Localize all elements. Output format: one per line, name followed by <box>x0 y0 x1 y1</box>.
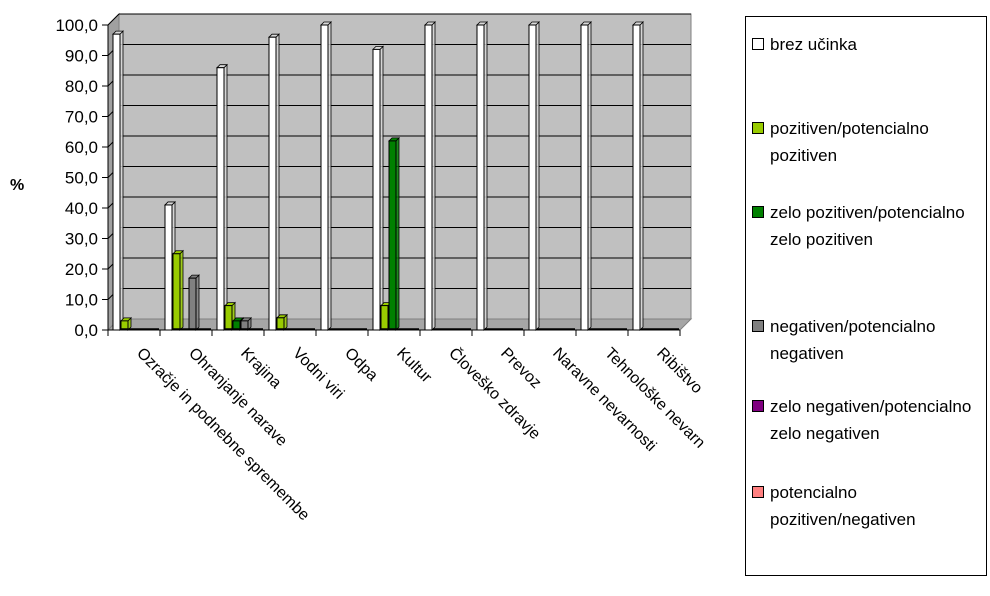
legend-swatch <box>752 320 764 332</box>
bar <box>112 33 121 331</box>
y-tick-label: 90,0 <box>65 47 98 66</box>
legend-label: zelo pozitiven/potencialno zelo pozitive… <box>770 203 965 249</box>
gridline <box>107 13 120 26</box>
legend-item: pozitiven/potencialno pozitiven <box>752 115 990 169</box>
legend-item: zelo negativen/potencialno zelo negative… <box>752 393 990 447</box>
x-tick-label: Tehnološke nevarn <box>601 345 708 452</box>
y-axis-label: % <box>10 177 24 194</box>
x-tick-label: Krajina <box>237 345 284 392</box>
legend-label: potencialno pozitiven/negativen <box>770 483 916 529</box>
bar <box>216 67 225 331</box>
legend-swatch <box>752 122 764 134</box>
x-tick-label: Ohranjanje narave <box>185 345 290 450</box>
bar <box>224 305 233 331</box>
y-tick-label: 60,0 <box>65 138 98 157</box>
legend-item: negativen/potencialno negativen <box>752 313 990 367</box>
legend-swatch <box>752 486 764 498</box>
y-tick-label: 50,0 <box>65 169 98 188</box>
y-tick-label: 80,0 <box>65 77 98 96</box>
legend-label: pozitiven/potencialno pozitiven <box>770 119 929 165</box>
bar <box>320 24 329 331</box>
x-tick-label: Prevoz <box>497 345 544 392</box>
legend-item: brez učinka <box>752 31 990 58</box>
legend-item: potencialno pozitiven/negativen <box>752 479 990 533</box>
bar <box>380 305 389 331</box>
y-tick-label: 70,0 <box>65 108 98 127</box>
bar <box>120 320 129 331</box>
x-tick-label: Človeško zdravje <box>445 343 545 443</box>
x-tick-label: Naravne nevarnosti <box>549 345 659 455</box>
bar <box>580 24 589 331</box>
y-tick-label: 40,0 <box>65 199 98 218</box>
legend-swatch <box>752 38 764 50</box>
bar <box>232 320 241 331</box>
x-tick-label: Ribištvo <box>653 345 705 397</box>
legend-swatch <box>752 400 764 412</box>
y-tick-label: 100,0 <box>55 16 98 35</box>
y-tick-label: 10,0 <box>65 291 98 310</box>
y-tick-label: 20,0 <box>65 260 98 279</box>
legend-label: brez učinka <box>770 35 857 54</box>
y-tick-label: 0,0 <box>74 321 98 340</box>
bar <box>528 24 537 331</box>
bar <box>372 48 381 331</box>
bar <box>268 36 277 331</box>
legend: brez učinka pozitiven/potencialno pozitiv… <box>745 16 987 576</box>
legend-label: zelo negativen/potencialno zelo negative… <box>770 397 972 443</box>
legend-label: negativen/potencialno negativen <box>770 317 936 363</box>
x-tick-label: Vodni viri <box>289 345 347 403</box>
y-tick-label: 30,0 <box>65 230 98 249</box>
legend-item: zelo pozitiven/potencialno zelo pozitive… <box>752 199 990 253</box>
bar <box>164 204 173 331</box>
bar <box>388 140 397 331</box>
bar <box>424 24 433 331</box>
legend-swatch <box>752 206 764 218</box>
plot-area: 0,0 10,0 20,0 30,0 40,0 50,0 60,0 70,0 80,0 90,0 1… <box>55 12 708 524</box>
bar <box>632 24 641 331</box>
bar <box>188 277 197 331</box>
bar-chart: 0,0 10,0 20,0 30,0 40,0 50,0 60,0 70,0 80,0 90,0 1… <box>10 12 708 524</box>
bar <box>276 317 285 331</box>
bar <box>476 24 485 331</box>
x-tick-label: Kultur <box>393 345 435 387</box>
bar <box>240 320 249 331</box>
bar <box>172 253 181 331</box>
x-tick-label: Odpa <box>341 345 381 385</box>
